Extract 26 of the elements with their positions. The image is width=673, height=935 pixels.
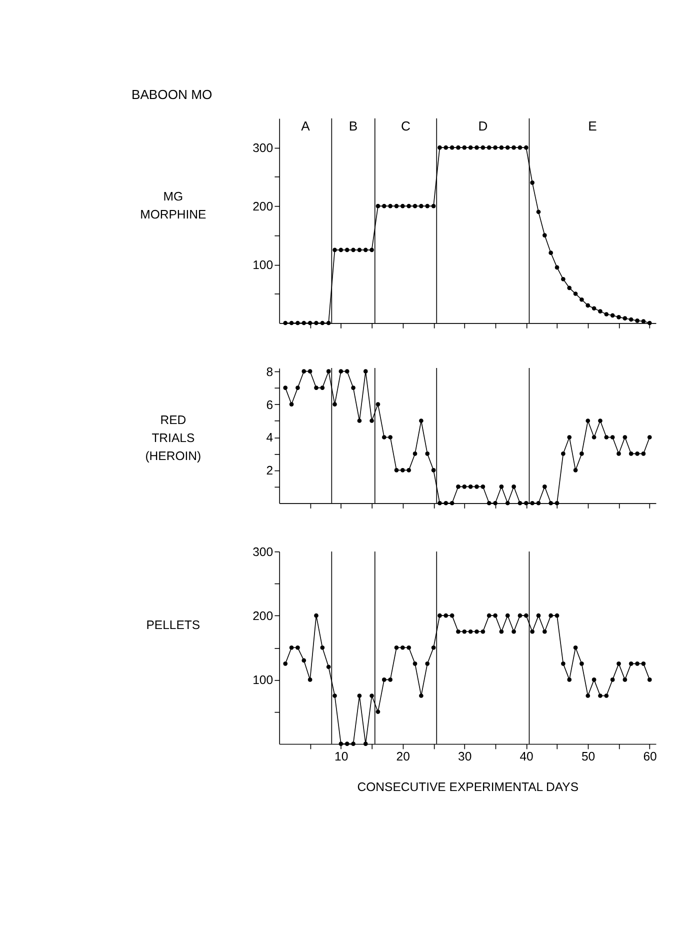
y-tick-label: 300 [252, 544, 274, 559]
y-tick-label: 200 [252, 200, 274, 214]
annotation: D [478, 118, 488, 134]
y-tick-label: 6 [266, 398, 274, 412]
y-tick-label: 2 [266, 464, 274, 478]
y-tick-label: 300 [252, 141, 274, 156]
x-tick-label: 30 [458, 750, 472, 764]
y-axis-title: RED TRIALS (HEROIN) [145, 412, 202, 463]
x-tick-label: 20 [396, 750, 410, 764]
annotation: A [301, 118, 310, 134]
annotation: E [588, 118, 598, 134]
x-axis-title: CONSECUTIVE EXPERIMENTAL DAYS [357, 780, 579, 794]
y-axis-title: MG MORPHINE [140, 190, 206, 222]
x-tick-label: 50 [581, 750, 596, 764]
y-tick-label: 200 [252, 609, 274, 624]
annotation: C [401, 118, 410, 134]
y-tick-label: 100 [252, 673, 274, 688]
y-axis-title: PELLETS [146, 618, 200, 632]
y-tick-label: 100 [252, 258, 274, 272]
chart-title: BABOON MO [131, 87, 212, 102]
x-tick-label: 40 [520, 750, 534, 764]
x-tick-label: 60 [643, 750, 658, 764]
x-tick-label: 10 [334, 750, 348, 764]
y-tick-label: 8 [266, 364, 274, 379]
y-tick-label: 4 [266, 430, 274, 445]
annotation: B [348, 118, 358, 134]
